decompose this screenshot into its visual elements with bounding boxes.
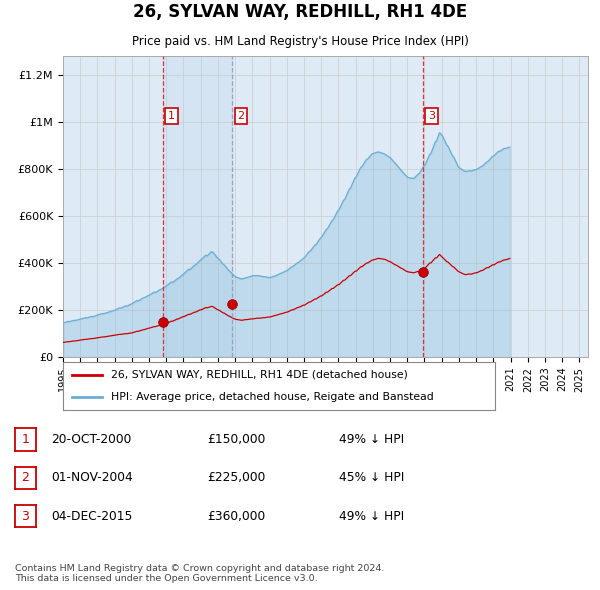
Text: Price paid vs. HM Land Registry's House Price Index (HPI): Price paid vs. HM Land Registry's House …: [131, 35, 469, 48]
Text: 26, SYLVAN WAY, REDHILL, RH1 4DE (detached house): 26, SYLVAN WAY, REDHILL, RH1 4DE (detach…: [110, 370, 407, 380]
Text: Contains HM Land Registry data © Crown copyright and database right 2024.
This d: Contains HM Land Registry data © Crown c…: [15, 563, 385, 583]
Text: 45% ↓ HPI: 45% ↓ HPI: [339, 471, 404, 484]
Text: 04-DEC-2015: 04-DEC-2015: [51, 510, 133, 523]
Text: 1: 1: [168, 112, 175, 121]
Text: 2: 2: [22, 471, 29, 484]
Text: 1: 1: [22, 433, 29, 446]
Text: £225,000: £225,000: [207, 471, 265, 484]
Text: 2: 2: [238, 112, 245, 121]
Text: £360,000: £360,000: [207, 510, 265, 523]
Text: 26, SYLVAN WAY, REDHILL, RH1 4DE: 26, SYLVAN WAY, REDHILL, RH1 4DE: [133, 3, 467, 21]
Text: 49% ↓ HPI: 49% ↓ HPI: [339, 433, 404, 446]
Text: 3: 3: [428, 112, 435, 121]
Text: 49% ↓ HPI: 49% ↓ HPI: [339, 510, 404, 523]
Bar: [163, 56, 232, 357]
Text: £150,000: £150,000: [207, 433, 265, 446]
Text: 01-NOV-2004: 01-NOV-2004: [51, 471, 133, 484]
Text: 20-OCT-2000: 20-OCT-2000: [51, 433, 131, 446]
Text: HPI: Average price, detached house, Reigate and Banstead: HPI: Average price, detached house, Reig…: [110, 392, 433, 402]
Text: 3: 3: [22, 510, 29, 523]
